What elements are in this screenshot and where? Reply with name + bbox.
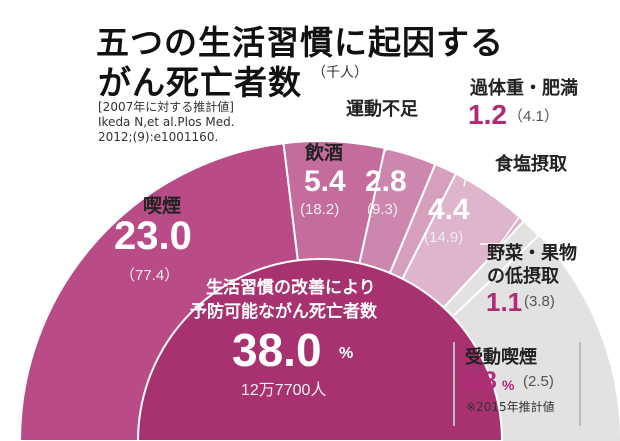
exercise-value: 2.8 [365,165,407,198]
passive-pct: % [502,377,515,393]
fruit-label-line2: の低摂取 [487,266,559,287]
weight-value: 1.2 [468,99,507,130]
salt-sub: (14.9) [424,229,464,246]
passive-label: 受動喫煙 [465,347,537,368]
passive-smoking-box [453,342,581,426]
exercise-leader-line [383,118,399,153]
title-line1: 五つの生活習慣に起因する [96,23,504,62]
exercise-label: 運動不足 [346,99,418,120]
total-pct: % [339,345,354,362]
fruit-value: 1.1 [486,287,523,317]
preventable-total-disc [136,258,504,441]
exercise-sub: (9.3) [367,201,398,218]
source-line2: Ikeda N,et al.Plos Med. [98,115,235,129]
unit-label: （千人） [312,65,368,81]
salt-leader-line [463,159,492,187]
smoking-value: 23.0 [114,214,192,258]
smoking-label: 喫煙 [143,195,182,217]
total-value: 38.0 [232,324,322,376]
alcohol-label: 飲酒 [305,142,344,164]
title-line2: がん死亡者数 [98,63,302,102]
weight-sub: （4.1） [508,108,559,125]
weight-label: 過体重・肥満 [470,78,578,99]
salt-value: 4.4 [428,193,470,226]
salt-label: 食塩摂取 [495,154,567,175]
passive-sub: (2.5) [523,373,554,390]
source-line3: 2012;(9):e1001160. [98,130,219,144]
passive-value: 0.8 [462,367,497,395]
source-line1: [2007年に対する推計値] [98,100,234,114]
total-label-line1: 生活習慣の改善により [206,278,376,298]
fruit-leader-line [480,215,521,245]
total-label-line2: 予防可能ながん死亡者数 [190,302,377,322]
fruit-label-line1: 野菜・果物 [487,243,577,264]
fruit-sub: (3.8) [524,293,555,310]
weight-leader-line [439,111,466,160]
smoking-sub: （77.4） [120,267,180,284]
passive-note: ※2015年推計値 [466,400,555,414]
leader-lines [383,111,521,245]
alcohol-value: 5.4 [304,165,346,198]
alcohol-sub: (18.2) [300,201,340,218]
total-count: 12万7700人 [241,382,327,399]
